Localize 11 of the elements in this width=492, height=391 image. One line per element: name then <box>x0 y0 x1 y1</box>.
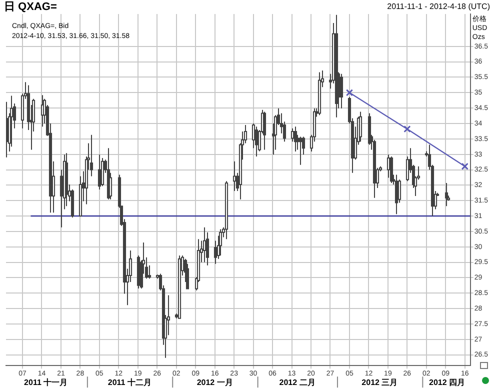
text: 2012 二月 <box>279 378 316 387</box>
chart-subtitle: 2011-11-1 - 2012-4-18 (UTC) <box>387 2 490 12</box>
text: 2012 三月 <box>362 378 398 387</box>
text: 2011 十一月 <box>24 378 68 387</box>
chart-title: 日 QXAG= <box>4 1 57 14</box>
point <box>461 162 468 170</box>
text: 2012 一月 <box>196 378 233 387</box>
text: 2012 四月 <box>429 378 466 387</box>
text: 2011 十二月 <box>108 378 152 387</box>
point <box>404 125 411 133</box>
point <box>346 89 354 96</box>
